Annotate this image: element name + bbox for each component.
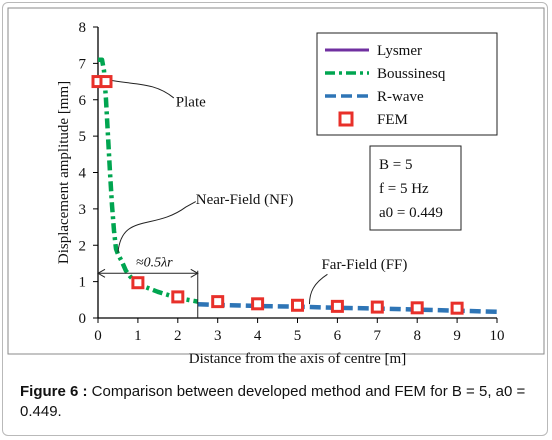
y-tick-label: 0 <box>79 311 87 327</box>
fem-marker <box>291 298 304 312</box>
x-tick-label: 0 <box>94 328 102 344</box>
span-arrow-left <box>96 268 106 278</box>
series-r-wave-line <box>197 301 498 315</box>
legend-label-boussinesq: Boussinesq <box>377 66 446 82</box>
caption-text: Comparison between developed method and … <box>20 383 526 420</box>
legend-swatch-fem <box>338 111 354 127</box>
y-tick-label: 8 <box>79 20 87 36</box>
parameters-box <box>369 145 462 231</box>
fem-marker <box>370 300 384 314</box>
chart-border <box>7 7 545 355</box>
y-tick-label: 4 <box>79 166 87 182</box>
fem-marker <box>410 301 424 315</box>
fem-marker <box>450 301 464 315</box>
x-axis-title: Distance from the axis of centre [m] <box>189 351 406 367</box>
y-tick-label: 7 <box>79 56 87 72</box>
y-tick-label: 2 <box>79 238 87 254</box>
near-field-leader-line <box>117 201 196 253</box>
caption-label: Figure 6 : <box>20 383 88 400</box>
x-tick-label: 6 <box>334 328 342 344</box>
plate-leader-line <box>107 79 175 99</box>
parameter-line: f = 5 Hz <box>379 181 429 197</box>
x-tick-label: 10 <box>490 328 505 344</box>
x-tick-label: 4 <box>254 328 262 344</box>
legend-label-r-wave: R-wave <box>377 89 424 105</box>
parameter-line: B = 5 <box>379 157 412 173</box>
x-tick-label: 1 <box>134 328 142 344</box>
y-tick-label: 1 <box>79 275 87 291</box>
legend-label-lysmer: Lysmer <box>377 43 422 59</box>
fem-marker <box>211 295 225 309</box>
x-tick-label: 2 <box>174 328 182 344</box>
far-field-annotation: Far-Field (FF) <box>321 257 407 273</box>
span-annotation: ≈0.5λr <box>136 255 173 270</box>
y-tick-label: 6 <box>79 93 87 109</box>
near-field-annotation: Near-Field (NF) <box>196 192 294 208</box>
fem-marker <box>99 75 113 89</box>
fem-marker <box>131 276 145 290</box>
far-field-leader-line <box>308 273 328 305</box>
x-tick-label: 5 <box>294 328 302 344</box>
x-tick-label: 9 <box>453 328 461 344</box>
x-tick-label: 8 <box>413 328 421 344</box>
x-tick-label: 3 <box>214 328 222 344</box>
legend-label-fem: FEM <box>377 112 408 128</box>
y-tick-label: 5 <box>79 129 87 145</box>
parameter-line: a0 = 0.449 <box>379 205 443 221</box>
figure-caption: Figure 6 : Comparison between developed … <box>20 382 540 422</box>
plate-annotation: Plate <box>176 94 206 110</box>
x-tick-label: 7 <box>374 328 382 344</box>
series-boussinesq-line <box>98 57 199 304</box>
displacement-chart: 0 1 2 3 4 5 6 7 8 0 1 2 3 4 5 6 7 8 9 10 Distance from the a… <box>7 7 545 367</box>
y-axis-title: Displacement amplitude [mm] <box>56 81 72 264</box>
fem-marker <box>251 297 265 311</box>
y-tick-label: 3 <box>79 202 87 218</box>
fem-marker <box>171 290 185 304</box>
span-arrow-right <box>190 268 199 278</box>
fem-marker <box>330 299 344 313</box>
chart-panel: 0 1 2 3 4 5 6 7 8 0 1 2 3 4 5 6 7 8 9 10 Distance from the a… <box>6 6 546 378</box>
